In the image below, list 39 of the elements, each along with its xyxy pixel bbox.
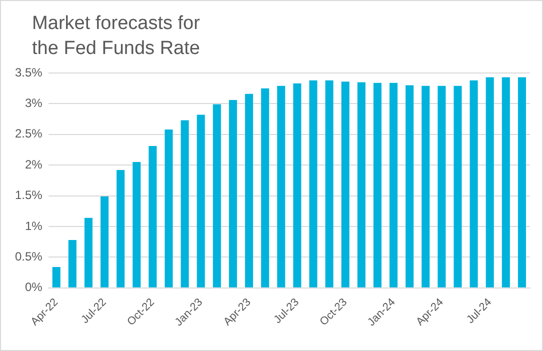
y-tick-label: 2% [25,157,43,172]
bar [52,267,60,288]
bar [390,82,398,288]
y-tick-label: 2.5% [14,126,43,141]
bar [518,77,526,288]
bar [309,80,318,288]
bar [68,240,76,288]
y-tick-label: 0.5% [14,250,43,264]
bar [325,80,334,288]
y-tick-label: 0% [25,280,43,294]
bar [132,162,141,288]
bar [470,80,478,288]
bar [84,218,93,288]
bar [293,83,302,288]
bar [454,86,462,288]
bar [406,85,414,288]
y-tick-label: 3.5% [14,65,43,80]
bar [277,86,286,288]
bar [438,86,446,288]
bar [341,82,350,288]
bar [148,146,157,288]
bar [164,129,173,288]
bar [245,94,254,288]
bar [486,77,494,288]
bar [502,77,510,288]
chart-title: Market forecasts for the Fed Funds Rate [31,12,201,61]
y-tick-label: 1% [25,218,43,233]
bar [373,82,382,288]
bar [422,86,430,288]
bar [357,82,366,288]
bar [212,104,221,288]
bar [100,196,109,288]
y-tick-label: 3% [25,96,43,110]
bar [180,120,189,288]
bar [261,88,270,288]
bar [116,170,125,288]
y-tick-label: 1.5% [14,188,43,202]
bar [196,114,205,288]
bar [228,100,237,288]
